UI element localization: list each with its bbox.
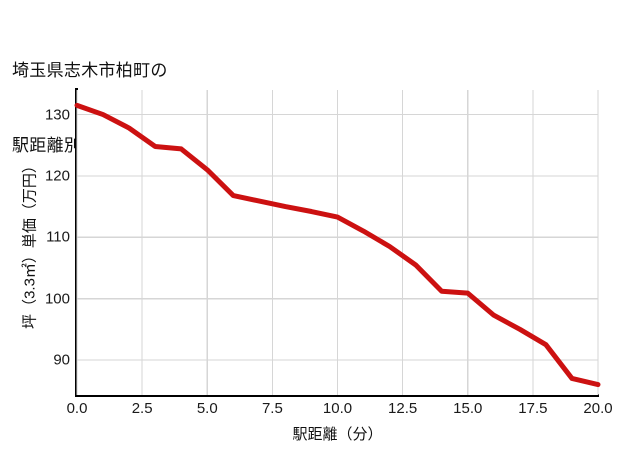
y-tick-labels: 90 100 110 120 130 [0,0,70,465]
y-axis-label: 坪（3.3㎡）単価（万円） [21,158,39,329]
series-layer [74,102,601,388]
y-axis-spine [75,88,78,397]
y-tick-label: 100 [44,290,70,308]
x-tick-label: 15.0 [453,400,483,417]
x-tick-label: 12.5 [388,400,418,417]
x-tick-label: 2.5 [131,400,153,417]
plot-area [74,90,601,395]
x-tick-label: 7.5 [261,400,283,417]
x-tick-label: 17.5 [518,400,548,417]
y-tick-label: 130 [44,106,70,124]
x-tick-label: 10.0 [322,400,353,417]
grid-layer [76,90,599,395]
x-tick-label: 0.0 [66,400,88,417]
x-axis-label: 駅距離（分） [292,426,383,443]
x-axis-spine [75,394,599,397]
x-tick-label: 20.0 [583,400,613,417]
price-line-series [74,102,601,388]
x-tick-label: 5.0 [196,400,218,417]
chart-title-line-1: 埼玉県志木市柏町の [12,61,168,80]
y-tick-label: 120 [44,167,70,185]
y-tick-label: 110 [46,228,70,246]
y-tick-label: 90 [53,351,70,369]
